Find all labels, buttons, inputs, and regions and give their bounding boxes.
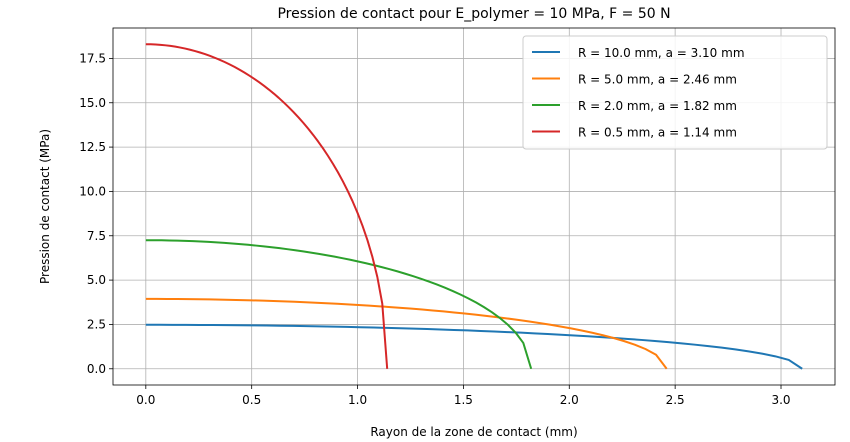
x-axis-ticks: 0.0 0.5 1.0 1.5 2.0 2.5 3.0 <box>136 385 791 407</box>
x-tick-label: 0.5 <box>242 393 261 407</box>
legend-label: R = 10.0 mm, a = 3.10 mm <box>578 46 745 60</box>
chart-title: Pression de contact pour E_polymer = 10 … <box>277 6 670 22</box>
y-tick-label: 0.0 <box>87 362 106 376</box>
x-axis-label: Rayon de la zone de contact (mm) <box>370 425 577 439</box>
series-lines <box>145 43 803 370</box>
x-tick-label: 1.5 <box>454 393 473 407</box>
y-tick-label: 7.5 <box>87 229 106 243</box>
series-line-3 <box>145 239 533 370</box>
series-line-1 <box>145 323 803 370</box>
plot-frame <box>112 27 836 386</box>
y-tick-label: 17.5 <box>79 51 106 65</box>
y-tick-label: 2.5 <box>87 317 106 331</box>
y-tick-label: 15.0 <box>79 96 106 110</box>
y-axis-label: Pression de contact (MPa) <box>38 129 52 284</box>
legend: R = 10.0 mm, a = 3.10 mm R = 5.0 mm, a = … <box>522 35 828 150</box>
legend-label: R = 2.0 mm, a = 1.82 mm <box>578 99 737 113</box>
legend-box <box>522 35 828 150</box>
x-tick-label: 2.0 <box>560 393 579 407</box>
y-axis-ticks: 0.0 2.5 5.0 7.5 10.0 12.5 15.0 17.5 <box>79 51 113 376</box>
x-tick-label: 2.5 <box>666 393 685 407</box>
series-line-2 <box>145 297 668 370</box>
x-tick-label: 3.0 <box>771 393 790 407</box>
legend-label: R = 5.0 mm, a = 2.46 mm <box>578 73 737 87</box>
legend-label: R = 0.5 mm, a = 1.14 mm <box>578 126 737 140</box>
series-line-4 <box>145 43 389 369</box>
y-tick-label: 10.0 <box>79 184 106 198</box>
x-tick-label: 1.0 <box>348 393 367 407</box>
y-tick-label: 5.0 <box>87 273 106 287</box>
x-tick-label: 0.0 <box>136 393 155 407</box>
y-tick-label: 12.5 <box>79 140 106 154</box>
